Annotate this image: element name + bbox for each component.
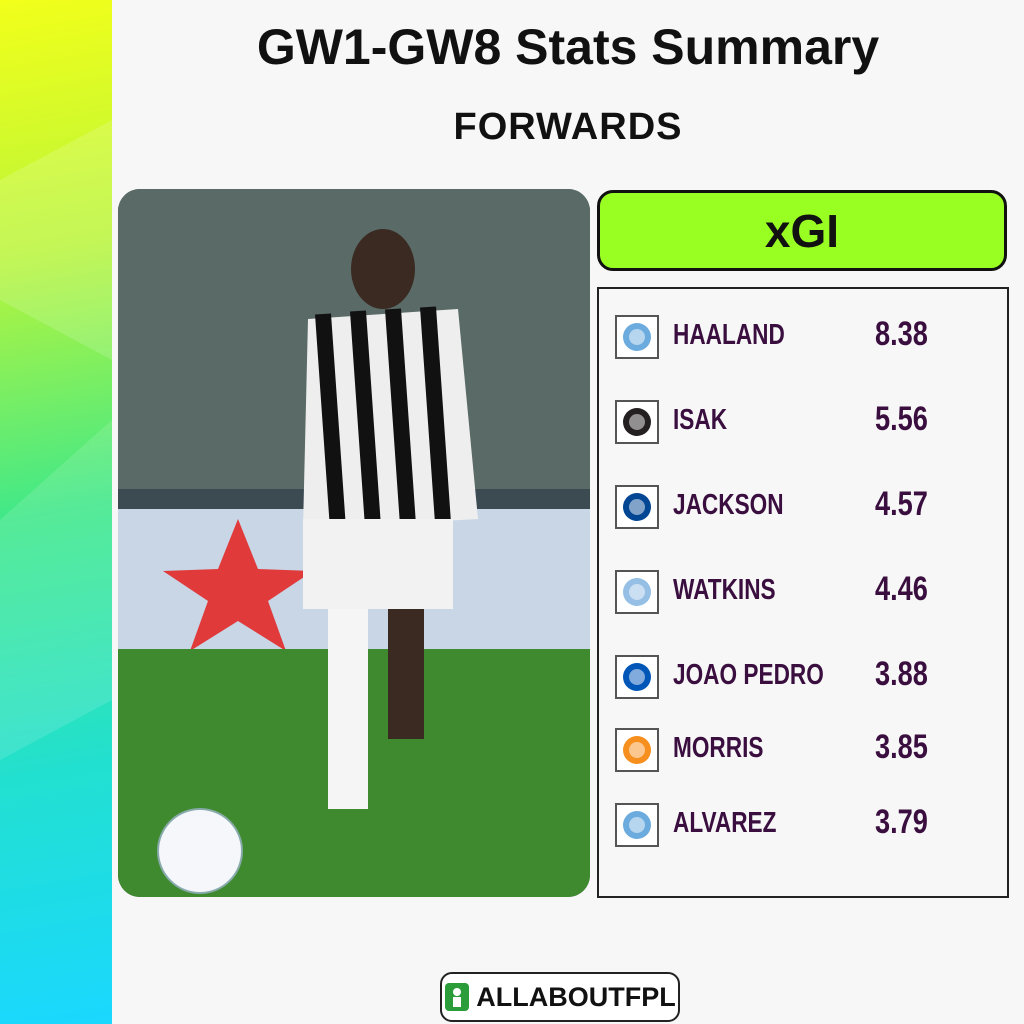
club-badge [615,315,659,359]
badge-icon [623,493,651,521]
table-row: JOAO PEDRO 3.88 [599,655,1007,699]
table-row: ALVAREZ 3.79 [599,803,1007,847]
brand-badge: ALLABOUTFPL [440,972,680,1022]
strip-shapes [0,120,112,760]
club-badge [615,570,659,614]
table-row: HAALAND 8.38 [599,315,1007,359]
title: GW1-GW8 Stats Summary [256,19,880,75]
table-row: WATKINS 4.46 [599,570,1007,614]
table-row: ISAK 5.56 [599,400,1007,444]
player-name: HAALAND [673,319,785,351]
club-badge [615,485,659,529]
player-name: MORRIS [673,732,764,764]
club-badge [615,803,659,847]
photo-illustration [118,189,590,897]
xgi-value: 5.56 [875,400,928,438]
stat-label: xGI [597,190,1007,271]
badge-icon [623,578,651,606]
table-row: MORRIS 3.85 [599,728,1007,772]
badge-icon [623,408,651,436]
stats-table: HAALAND 8.38 ISAK 5.56 JACKSON 4.57 WATKINS 4.4… [597,287,1009,898]
club-badge [615,728,659,772]
badge-icon [623,663,651,691]
player-name: ALVAREZ [673,807,777,839]
xgi-value: 3.85 [875,728,928,766]
brand-name: ALLABOUTFPL [476,981,676,1012]
xgi-value: 8.38 [875,315,928,353]
club-badge [615,655,659,699]
player-name: JOAO PEDRO [673,659,824,691]
badge-icon [623,323,651,351]
brand-icon [445,983,470,1011]
badge-icon [623,811,651,839]
xgi-value: 3.79 [875,803,928,841]
badge-icon [623,736,651,764]
xgi-value: 4.57 [875,485,928,523]
player-photo [118,189,590,897]
club-badge [615,400,659,444]
side-strip [0,0,112,1024]
player-name: WATKINS [673,574,776,606]
xgi-value: 4.46 [875,570,928,608]
table-row: JACKSON 4.57 [599,485,1007,529]
player-name: ISAK [673,404,728,436]
xgi-value: 3.88 [875,655,928,693]
subtitle: FORWARDS [453,106,683,148]
player-name: JACKSON [673,489,784,521]
